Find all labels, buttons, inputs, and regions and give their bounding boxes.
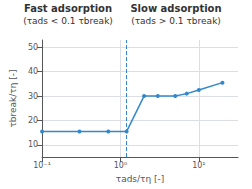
svg-text:10¹: 10¹ [192,161,205,170]
svg-text:10⁻¹: 10⁻¹ [33,161,51,170]
svg-text:30: 30 [28,92,38,101]
svg-text:50: 50 [28,43,38,52]
svg-text:(τads < 0.1 τbreak): (τads < 0.1 τbreak) [23,16,113,26]
svg-text:20: 20 [28,116,38,125]
svg-text:10: 10 [28,140,38,149]
svg-text:40: 40 [28,67,38,76]
svg-text:10⁰: 10⁰ [114,161,127,170]
svg-text:τads/τη [-]: τads/τη [-] [116,174,165,184]
svg-text:(τads > 0.1 τbreak): (τads > 0.1 τbreak) [131,16,221,26]
svg-text:τbreak/τη [-]: τbreak/τη [-] [8,69,18,127]
svg-text:Slow adsorption: Slow adsorption [130,3,221,14]
svg-text:Fast adsorption: Fast adsorption [24,3,112,14]
